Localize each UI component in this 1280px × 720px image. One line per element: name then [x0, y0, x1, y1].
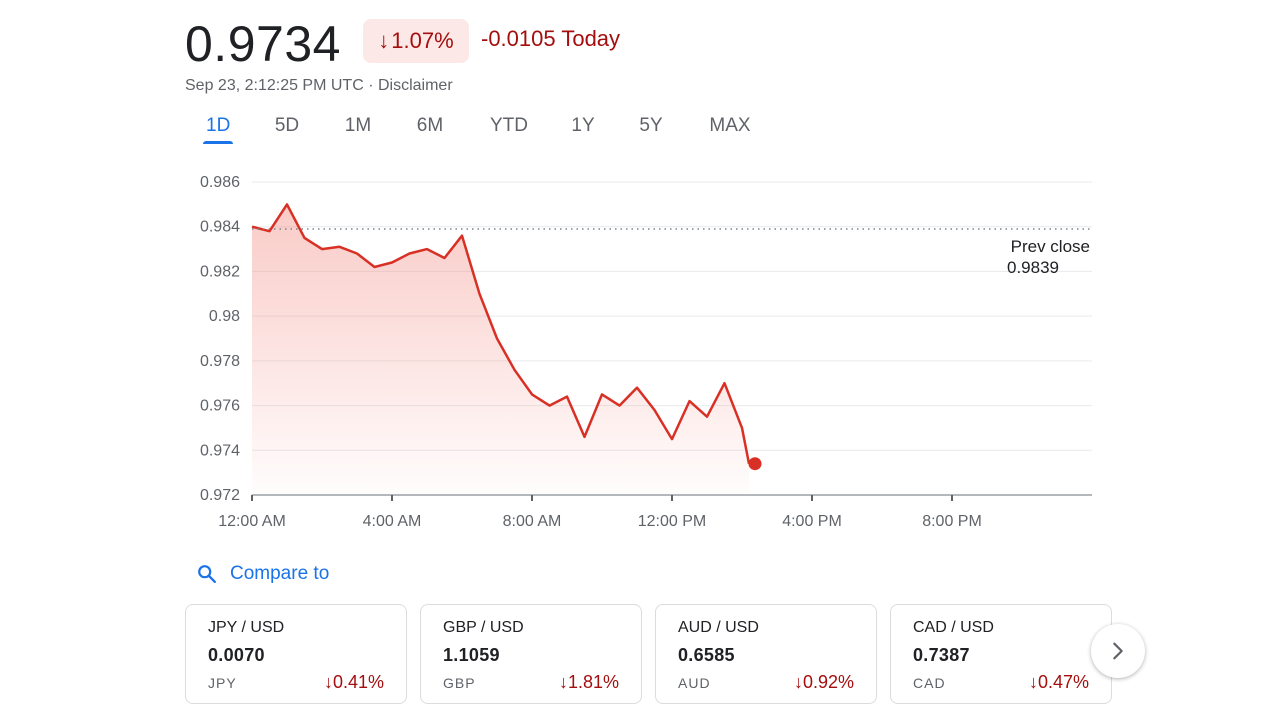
- tab-5d[interactable]: 5D: [274, 115, 300, 136]
- x-tick-label: 8:00 PM: [922, 513, 982, 530]
- arrow-down-icon: ↓: [1028, 672, 1038, 692]
- y-tick-label: 0.986: [200, 174, 240, 191]
- arrow-down-icon: ↓: [378, 28, 390, 53]
- change-percent: 1.07%: [391, 28, 454, 53]
- compare-card-gbp[interactable]: GBP / USD 1.1059 GBP ↓1.81%: [420, 604, 642, 704]
- card-change: ↓0.41%: [324, 672, 384, 693]
- compare-to-label: Compare to: [230, 563, 330, 584]
- price-chart[interactable]: 0.9720.9740.9760.9780.980.9820.9840.986 …: [0, 0, 1280, 545]
- disclaimer-link[interactable]: Disclaimer: [377, 77, 453, 94]
- y-tick-label: 0.978: [200, 353, 240, 370]
- card-value: 0.6585: [678, 645, 735, 665]
- x-tick-label: 4:00 AM: [363, 513, 422, 530]
- card-pair: JPY / USD: [208, 619, 285, 636]
- compare-card-aud[interactable]: AUD / USD 0.6585 AUD ↓0.92%: [655, 604, 877, 704]
- timestamp-line: Sep 23, 2:12:25 PM UTC · Disclaimer: [185, 77, 453, 95]
- x-tick-label: 12:00 AM: [218, 513, 286, 530]
- chevron-right-icon: [1113, 642, 1123, 660]
- change-percent-badge: ↓ 1.07%: [363, 19, 469, 63]
- arrow-down-icon: ↓: [558, 672, 568, 692]
- card-pair: AUD / USD: [678, 619, 759, 636]
- tab-1m[interactable]: 1M: [344, 115, 372, 136]
- search-icon: [198, 565, 216, 583]
- y-tick-label: 0.982: [200, 263, 240, 280]
- arrow-down-icon: ↓: [323, 672, 333, 692]
- price-line: [251, 203, 751, 464]
- card-pair: GBP / USD: [443, 619, 524, 636]
- card-code: GBP: [443, 674, 476, 691]
- card-change-value: 0.92%: [802, 672, 854, 692]
- compare-card-jpy[interactable]: JPY / USD 0.0070 JPY ↓0.41%: [185, 604, 407, 704]
- card-code: JPY: [208, 674, 237, 691]
- card-code: CAD: [913, 674, 946, 691]
- y-tick-label: 0.976: [200, 398, 240, 415]
- change-today: -0.0105 Today: [481, 26, 621, 51]
- y-tick-label: 0.984: [200, 219, 240, 236]
- card-value: 1.1059: [443, 645, 500, 665]
- compare-card-cad[interactable]: CAD / USD 0.7387 CAD ↓0.47%: [890, 604, 1112, 704]
- card-value: 0.0070: [208, 645, 265, 665]
- prev-close-label: Prev close: [1011, 237, 1090, 256]
- card-change: ↓1.81%: [559, 672, 619, 693]
- tab-1d[interactable]: 1D: [203, 112, 233, 144]
- y-tick-label: 0.972: [200, 487, 240, 504]
- card-change-value: 1.81%: [567, 672, 619, 692]
- compare-to-button[interactable]: Compare to: [196, 560, 329, 588]
- card-change: ↓0.92%: [794, 672, 854, 693]
- x-tick-label: 4:00 PM: [782, 513, 842, 530]
- current-price: 0.9734: [185, 16, 341, 72]
- tab-6m[interactable]: 6M: [416, 115, 444, 136]
- tab-1y[interactable]: 1Y: [571, 115, 595, 136]
- tab-ytd[interactable]: YTD: [490, 115, 528, 136]
- y-tick-label: 0.98: [209, 308, 240, 325]
- card-value: 0.7387: [913, 645, 970, 665]
- prev-close-value: 0.9839: [1007, 258, 1059, 277]
- tab-5y[interactable]: 5Y: [639, 115, 663, 136]
- card-code: AUD: [678, 674, 711, 691]
- card-change-value: 0.41%: [332, 672, 384, 692]
- card-change-value: 0.47%: [1037, 672, 1089, 692]
- y-tick-label: 0.974: [200, 442, 240, 459]
- separator: ·: [363, 77, 378, 94]
- price-area: [252, 204, 749, 495]
- tab-max[interactable]: MAX: [709, 115, 751, 136]
- x-tick-label: 12:00 PM: [638, 513, 706, 530]
- x-tick-label: 8:00 AM: [503, 513, 562, 530]
- card-pair: CAD / USD: [913, 619, 994, 636]
- next-cards-button[interactable]: [1091, 624, 1145, 678]
- card-change: ↓0.47%: [1029, 672, 1089, 693]
- last-price-dot: [748, 457, 762, 471]
- arrow-down-icon: ↓: [793, 672, 803, 692]
- timestamp: Sep 23, 2:12:25 PM UTC: [185, 77, 364, 94]
